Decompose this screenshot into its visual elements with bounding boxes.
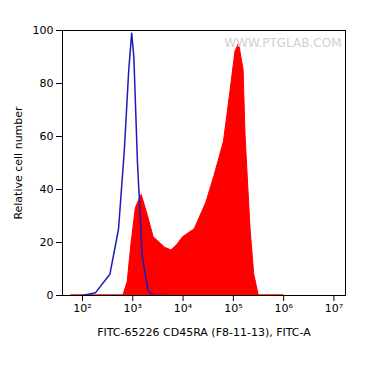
svg-text:10⁴: 10⁴	[174, 302, 193, 315]
svg-text:10⁶: 10⁶	[274, 302, 293, 315]
svg-text:40: 40	[40, 183, 54, 196]
svg-text:FITC-65226 CD45RA (F8-11-13),: FITC-65226 CD45RA (F8-11-13), FITC-A	[97, 326, 311, 339]
svg-text:80: 80	[40, 77, 54, 90]
svg-text:10⁵: 10⁵	[224, 302, 242, 315]
svg-text:0: 0	[47, 289, 54, 302]
svg-text:Relative cell number: Relative cell number	[12, 106, 25, 220]
svg-text:100: 100	[33, 24, 54, 37]
svg-text:10⁷: 10⁷	[325, 302, 343, 315]
svg-text:20: 20	[40, 236, 54, 249]
svg-text:10³: 10³	[124, 302, 142, 315]
svg-text:10²: 10²	[73, 302, 91, 315]
svg-text:WWW.PTGLAB.COM: WWW.PTGLAB.COM	[224, 36, 341, 50]
svg-text:60: 60	[40, 130, 54, 143]
